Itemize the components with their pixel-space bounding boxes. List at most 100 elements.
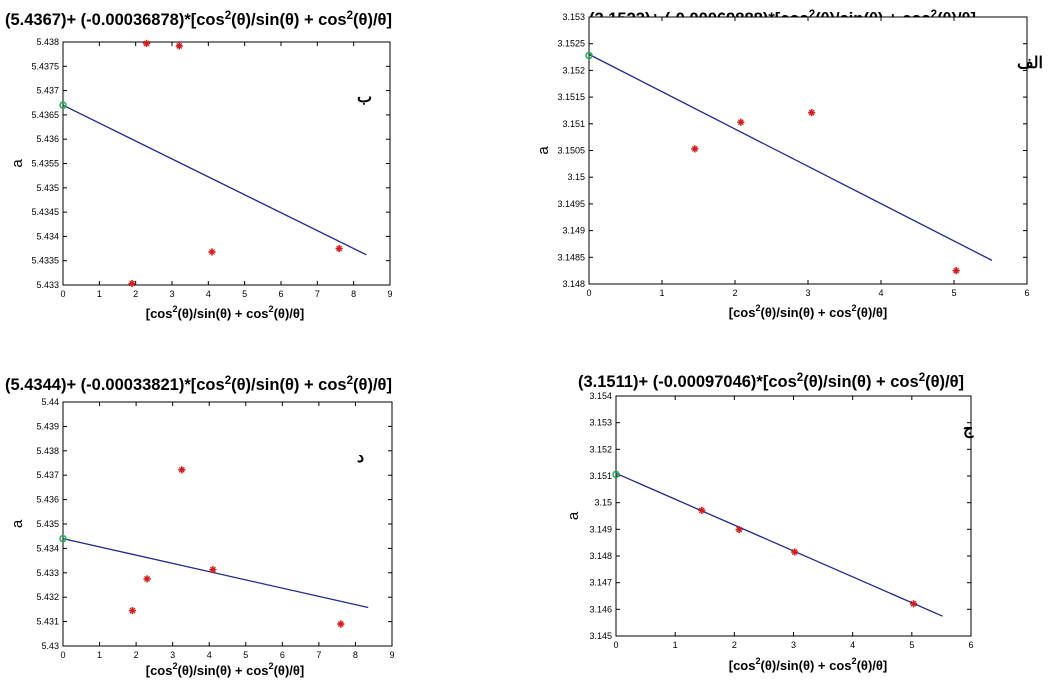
x-tick-label: 4: [207, 650, 212, 660]
y-tick-label: 5.43: [41, 641, 59, 651]
y-tick-label: 3.152: [562, 65, 585, 75]
data-point: [737, 118, 745, 126]
chart-title-exponent: 2: [797, 372, 803, 384]
x-axis-label-part: [cos: [729, 305, 756, 320]
x-axis-label: [cos2(θ)/sin(θ) + cos2(θ)/θ]: [146, 304, 305, 321]
data-point: [791, 548, 799, 556]
x-axis-label-part: (θ)/θ]: [274, 663, 305, 678]
chart-title-coefficients: (5.4344)+ (-0.00033821)*: [5, 376, 191, 394]
chart-title: (5.4367)+ (-0.00036878)*[cos2(θ)/sin(θ) …: [5, 10, 392, 29]
x-tick-label: 3: [805, 288, 810, 298]
data-point: [335, 244, 343, 253]
x-tick-label: 6: [278, 289, 283, 299]
marker-stroke: [336, 245, 343, 252]
x-tick-label: 4: [850, 640, 855, 650]
y-tick-label: 5.44: [41, 397, 59, 407]
intercept-point: [59, 101, 67, 109]
x-axis-label-part: [cos: [146, 306, 173, 321]
chart-title-part: (θ)/sin(θ) + cos: [803, 373, 918, 391]
chart-title-exponent: 2: [931, 9, 937, 21]
marker-stroke: [176, 42, 183, 49]
marker-stroke: [337, 621, 344, 628]
chart-title-part: (θ)/sin(θ) + cos: [231, 376, 346, 394]
y-tick-label: 3.153: [562, 12, 585, 22]
chart-title-exponent: 2: [225, 10, 231, 22]
data-point: [209, 566, 217, 574]
x-tick-label: 6: [280, 650, 285, 660]
data-point: [128, 607, 137, 615]
y-tick-label: 5.432: [36, 592, 59, 602]
chart-title-coefficients: (3.1511)+ (-0.00097046)*: [578, 373, 763, 391]
fit-line: [588, 53, 993, 261]
marker-stroke: [178, 466, 185, 473]
x-tick-label: 1: [97, 650, 102, 660]
data-point: [691, 145, 699, 153]
x-tick-label: 0: [586, 288, 591, 298]
data-point: [208, 248, 216, 256]
y-tick-label: 3.148: [589, 551, 612, 561]
data-point: [143, 575, 151, 583]
plot-area: [62, 41, 391, 286]
data-point: [128, 279, 136, 288]
x-tick-label: 5: [242, 289, 247, 299]
x-tick-label: 2: [732, 640, 737, 650]
y-tick-label: 3.151: [589, 471, 612, 481]
x-tick-label: 0: [613, 640, 618, 650]
x-tick-label: 8: [353, 650, 358, 660]
x-tick-label: 6: [968, 640, 973, 650]
y-tick-label: 5.4335: [31, 256, 59, 266]
y-tick-label: 5.4365: [31, 110, 59, 120]
chart-title-part: [cos: [191, 376, 225, 394]
x-tick-label: 1: [659, 288, 664, 298]
x-tick-label: 4: [206, 289, 211, 299]
marker-stroke: [209, 566, 216, 573]
marker-stroke: [129, 607, 136, 614]
marker-stroke: [808, 109, 815, 116]
chart-title: (3.1511)+ (-0.00097046)*[cos2(θ)/sin(θ) …: [578, 372, 964, 391]
y-tick-label: 5.434: [36, 543, 59, 553]
x-tick-label: 9: [387, 289, 392, 299]
y-axis-label: a: [535, 146, 552, 155]
chart-title-part: (θ)/sin(θ) + cos: [231, 11, 346, 29]
panel-corner-label: د: [357, 449, 364, 466]
y-axis-label: a: [565, 511, 582, 520]
x-tick-label: 3: [791, 640, 796, 650]
y-tick-label: 3.1525: [557, 39, 585, 49]
y-tick-label: 3.149: [589, 524, 612, 534]
chart-title-exponent: 2: [919, 372, 925, 384]
x-tick-label: 2: [133, 289, 138, 299]
chart-title-coefficients: (5.4367)+ (-0.00036878)*: [5, 11, 191, 29]
marker-stroke: [737, 119, 744, 126]
data-point: [175, 42, 183, 50]
x-axis-label-exponent: 2: [755, 656, 760, 666]
y-axis-label: a: [9, 159, 26, 168]
x-axis-label-exponent: 2: [172, 304, 177, 314]
y-tick-label: 5.439: [36, 421, 59, 431]
x-axis-label: [cos2(θ)/sin(θ) + cos2(θ)/θ]: [729, 656, 888, 673]
marker-stroke: [691, 145, 698, 152]
data-point: [178, 466, 186, 474]
chart-title-exponent: 2: [347, 10, 353, 22]
x-tick-label: 2: [732, 288, 737, 298]
y-tick-label: 5.431: [36, 617, 59, 627]
chart-title: (5.4344)+ (-0.00033821)*[cos 2(θ)/sin(θ) …: [5, 375, 392, 394]
x-tick-label: 9: [389, 650, 394, 660]
y-tick-label: 5.437: [36, 86, 59, 96]
marker-stroke: [698, 507, 705, 514]
marker-stroke: [791, 549, 798, 555]
y-tick-label: 3.148: [562, 279, 585, 289]
x-axis-label-part: (θ)/θ]: [274, 306, 305, 321]
x-tick-label: 7: [316, 650, 321, 660]
x-axis-label-part: (θ)/θ]: [857, 305, 888, 320]
y-tick-label: 5.436: [36, 134, 59, 144]
x-axis-label-exponent: 2: [852, 303, 857, 313]
chart-title-exponent: 2: [347, 375, 353, 387]
x-axis-label-part: (θ)/sin(θ) + cos: [761, 305, 852, 320]
x-axis-label-part: (θ)/sin(θ) + cos: [178, 663, 269, 678]
y-tick-label: 5.437: [36, 470, 59, 480]
y-tick-label: 3.1495: [557, 199, 585, 209]
y-tick-label: 5.433: [36, 280, 59, 290]
y-tick-label: 5.435: [36, 183, 59, 193]
data-point: [337, 620, 345, 628]
